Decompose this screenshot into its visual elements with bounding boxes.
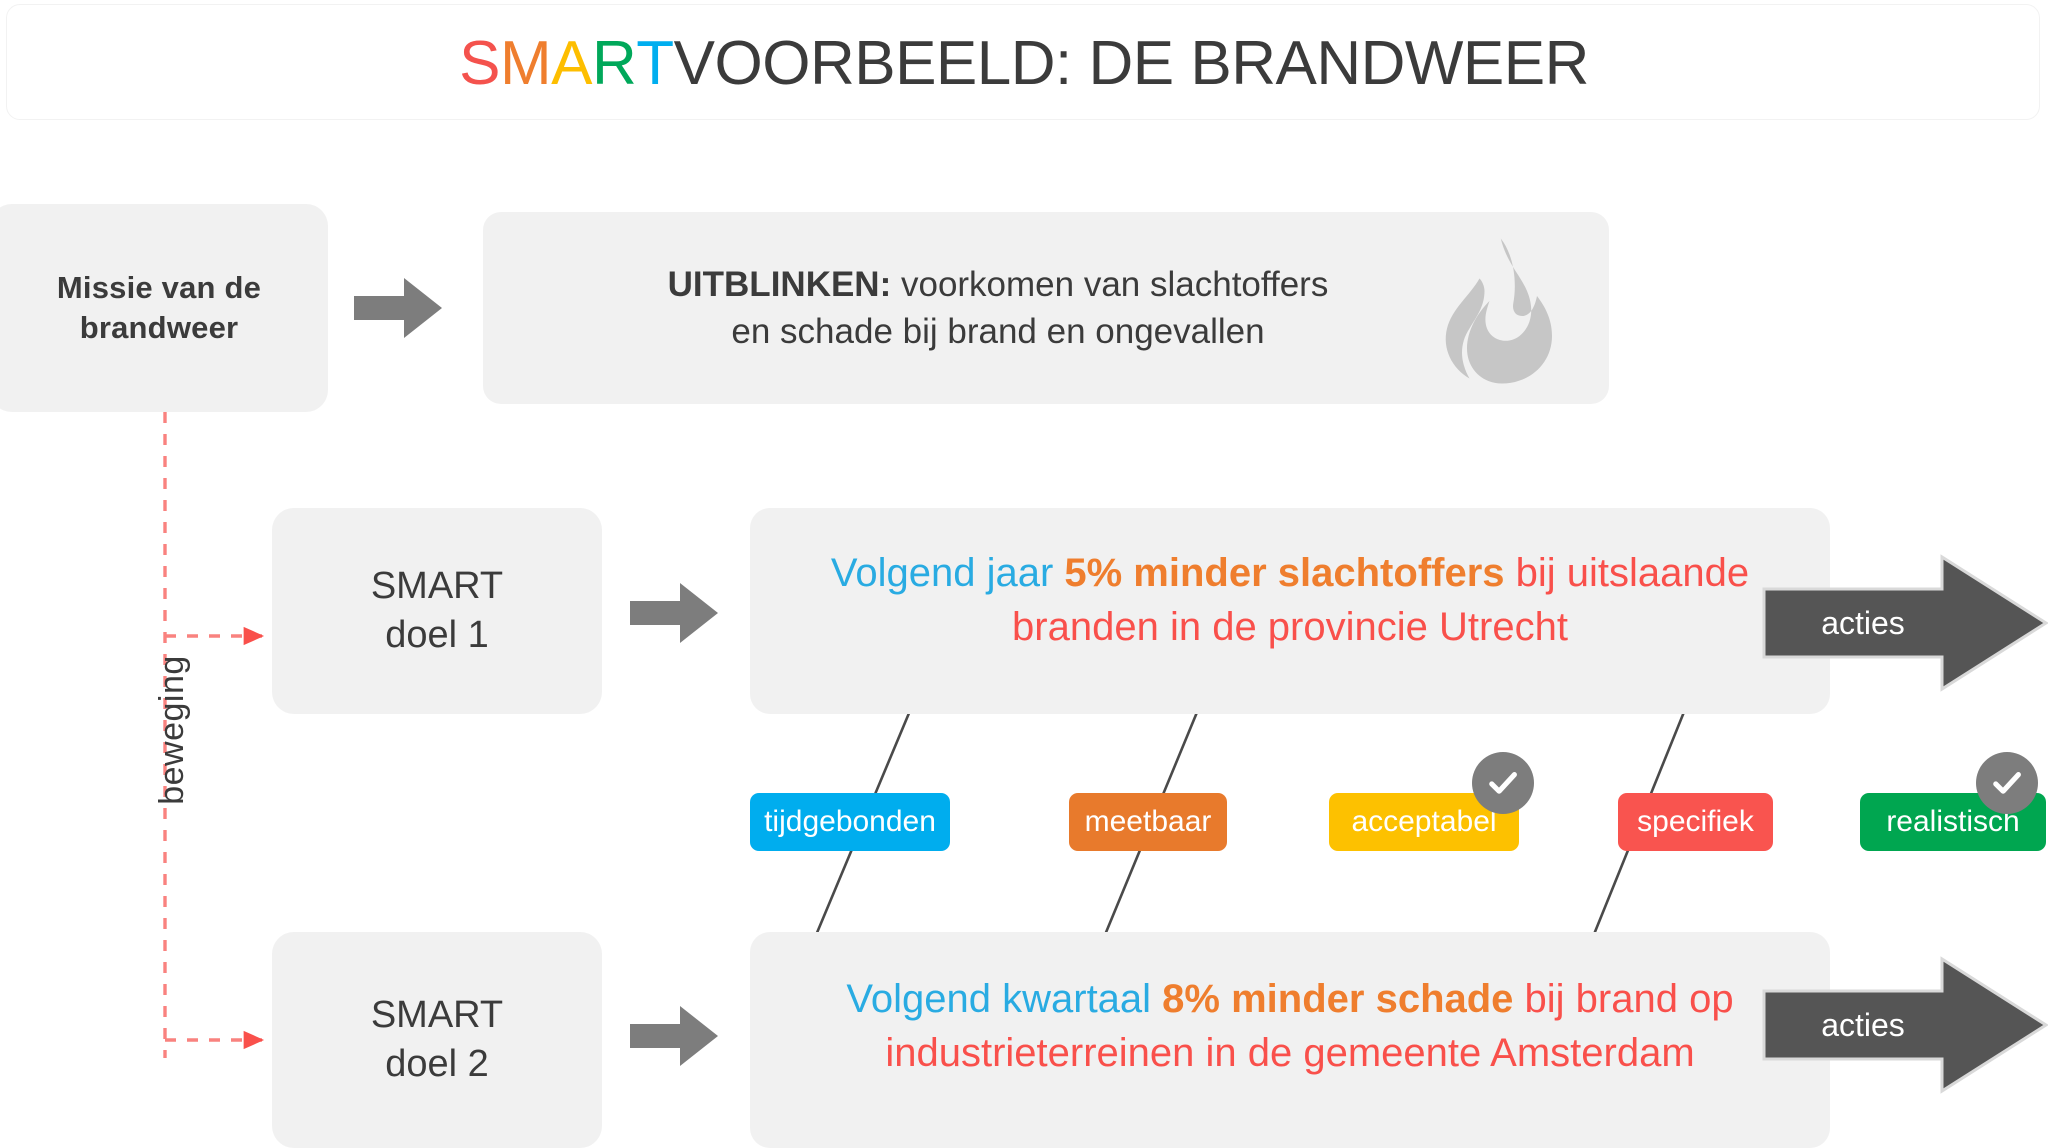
goal-2-actions-arrow[interactable] [1760,955,2048,1095]
criteria-label-acceptabel: acceptabel [1351,805,1497,838]
smart-goal-1-line2: doel 1 [385,614,489,656]
goal-1-time-part: Volgend jaar [830,551,1065,595]
criteria-label-specifiek: specifiek [1637,805,1754,838]
mission-statement-line1: voorkomen van slachtoffers [891,264,1329,304]
smart-letter-s: S [459,28,500,98]
criteria-badge-meetbaar[interactable]: meetbaar [1069,793,1227,851]
check-icon [1489,772,1517,794]
goal-2-flow-arrow-icon [630,1006,718,1066]
goal-1-rest-part: bij uitslaande branden in de provincie U… [1012,551,1750,649]
smart-goal-1-label: SMART doel 1 [272,508,602,714]
mission-statement-line2: en schade bij brand en ongevallen [731,312,1265,351]
goal-1-actions-arrow[interactable] [1760,553,2048,693]
mission-flow-arrow-icon [354,278,442,338]
smart-goal-2-line2: doel 2 [385,1043,489,1085]
check-icon-realistisch [1976,752,2038,814]
criteria-badge-acceptabel[interactable]: acceptabel [1329,793,1519,851]
mission-label-line1: Missie van de [56,270,262,306]
mission-statement-text: UITBLINKEN: voorkomen van slachtoffers e… [523,212,1473,404]
criteria-label-meetbaar: meetbaar [1084,805,1212,838]
goal-1-flow-arrow-icon [630,583,718,643]
smart-goal-1-statement-text: Volgend jaar 5% minder slachtoffers bij … [750,508,1830,714]
mission-statement-box[interactable]: UITBLINKEN: voorkomen van slachtoffers e… [483,212,1609,404]
smart-goal-1-line1: SMART [370,565,504,608]
smart-goal-1-box[interactable]: SMART doel 1 [272,508,602,714]
goal-2-rest-part: bij brand op industrieterreinen in de ge… [885,977,1734,1075]
smart-letter-a: A [551,28,592,98]
mission-box-label: Missie van de brandweer [0,204,328,412]
check-icon-acceptabel [1472,752,1534,814]
criteria-badge-specifiek[interactable]: specifiek [1618,793,1773,851]
criteria-label-tijdgebonden: tijdgebonden [764,805,936,838]
smart-goal-1-statement-box[interactable]: Volgend jaar 5% minder slachtoffers bij … [750,508,1830,714]
check-icon [1993,772,2021,794]
smart-goal-2-label: SMART doel 2 [272,932,602,1148]
mission-statement-bold: UITBLINKEN: [667,264,892,304]
beweging-label: beweging [152,655,191,805]
mission-box[interactable]: Missie van de brandweer [0,204,328,412]
goal-2-measure-part: 8% minder schade [1162,977,1514,1021]
criteria-badge-tijdgebonden[interactable]: tijdgebonden [750,793,950,851]
smart-goal-2-statement-text: Volgend kwartaal 8% minder schade bij br… [750,932,1830,1148]
smart-goal-2-statement-box[interactable]: Volgend kwartaal 8% minder schade bij br… [750,932,1830,1148]
smart-letter-m: M [499,28,552,98]
mission-label-line2: brandweer [79,310,239,345]
smart-goal-2-line1: SMART [370,994,504,1037]
smart-letter-t: T [636,28,674,98]
page-title-rest: VOORBEELD: DE BRANDWEER [673,28,1590,98]
smart-goal-2-box[interactable]: SMART doel 2 [272,932,602,1148]
goal-1-measure-part: 5% minder slachtoffers [1064,551,1505,595]
goal-2-time-part: Volgend kwartaal [846,977,1163,1021]
flame-icon [1445,238,1552,384]
smart-letter-r: R [591,28,637,98]
